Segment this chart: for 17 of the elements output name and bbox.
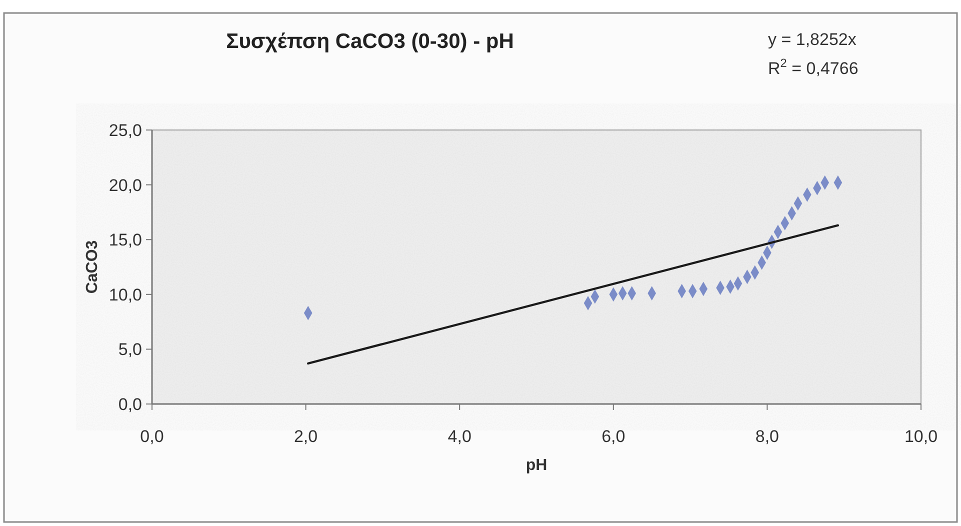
x-tick-label: 10,0: [904, 427, 938, 446]
x-tick-label: 4,0: [448, 427, 472, 446]
y-tick-label: 5,0: [118, 340, 142, 360]
text: y = 1,8252x: [768, 30, 857, 49]
x-tick-label: 6,0: [602, 427, 626, 446]
x-tick-label: 0,0: [140, 427, 164, 446]
x-tick-label: 2,0: [294, 427, 318, 446]
y-tick-label: 15,0: [108, 230, 142, 250]
text: R$^{2}$ = 0,4766: [768, 56, 858, 78]
y-tick-label: 20,0: [108, 176, 142, 195]
y-tick-label: 25,0: [108, 121, 142, 140]
y-tick-label: 10,0: [108, 285, 142, 304]
x-axis-title: pH: [526, 457, 548, 474]
chart-title: Συσχέπση CaCO3 (0-30) - pH: [226, 30, 514, 53]
y-axis-title: CaCO3: [84, 240, 101, 294]
y-tick-label: 0,0: [118, 395, 142, 414]
x-tick-label: 8,0: [755, 427, 780, 446]
